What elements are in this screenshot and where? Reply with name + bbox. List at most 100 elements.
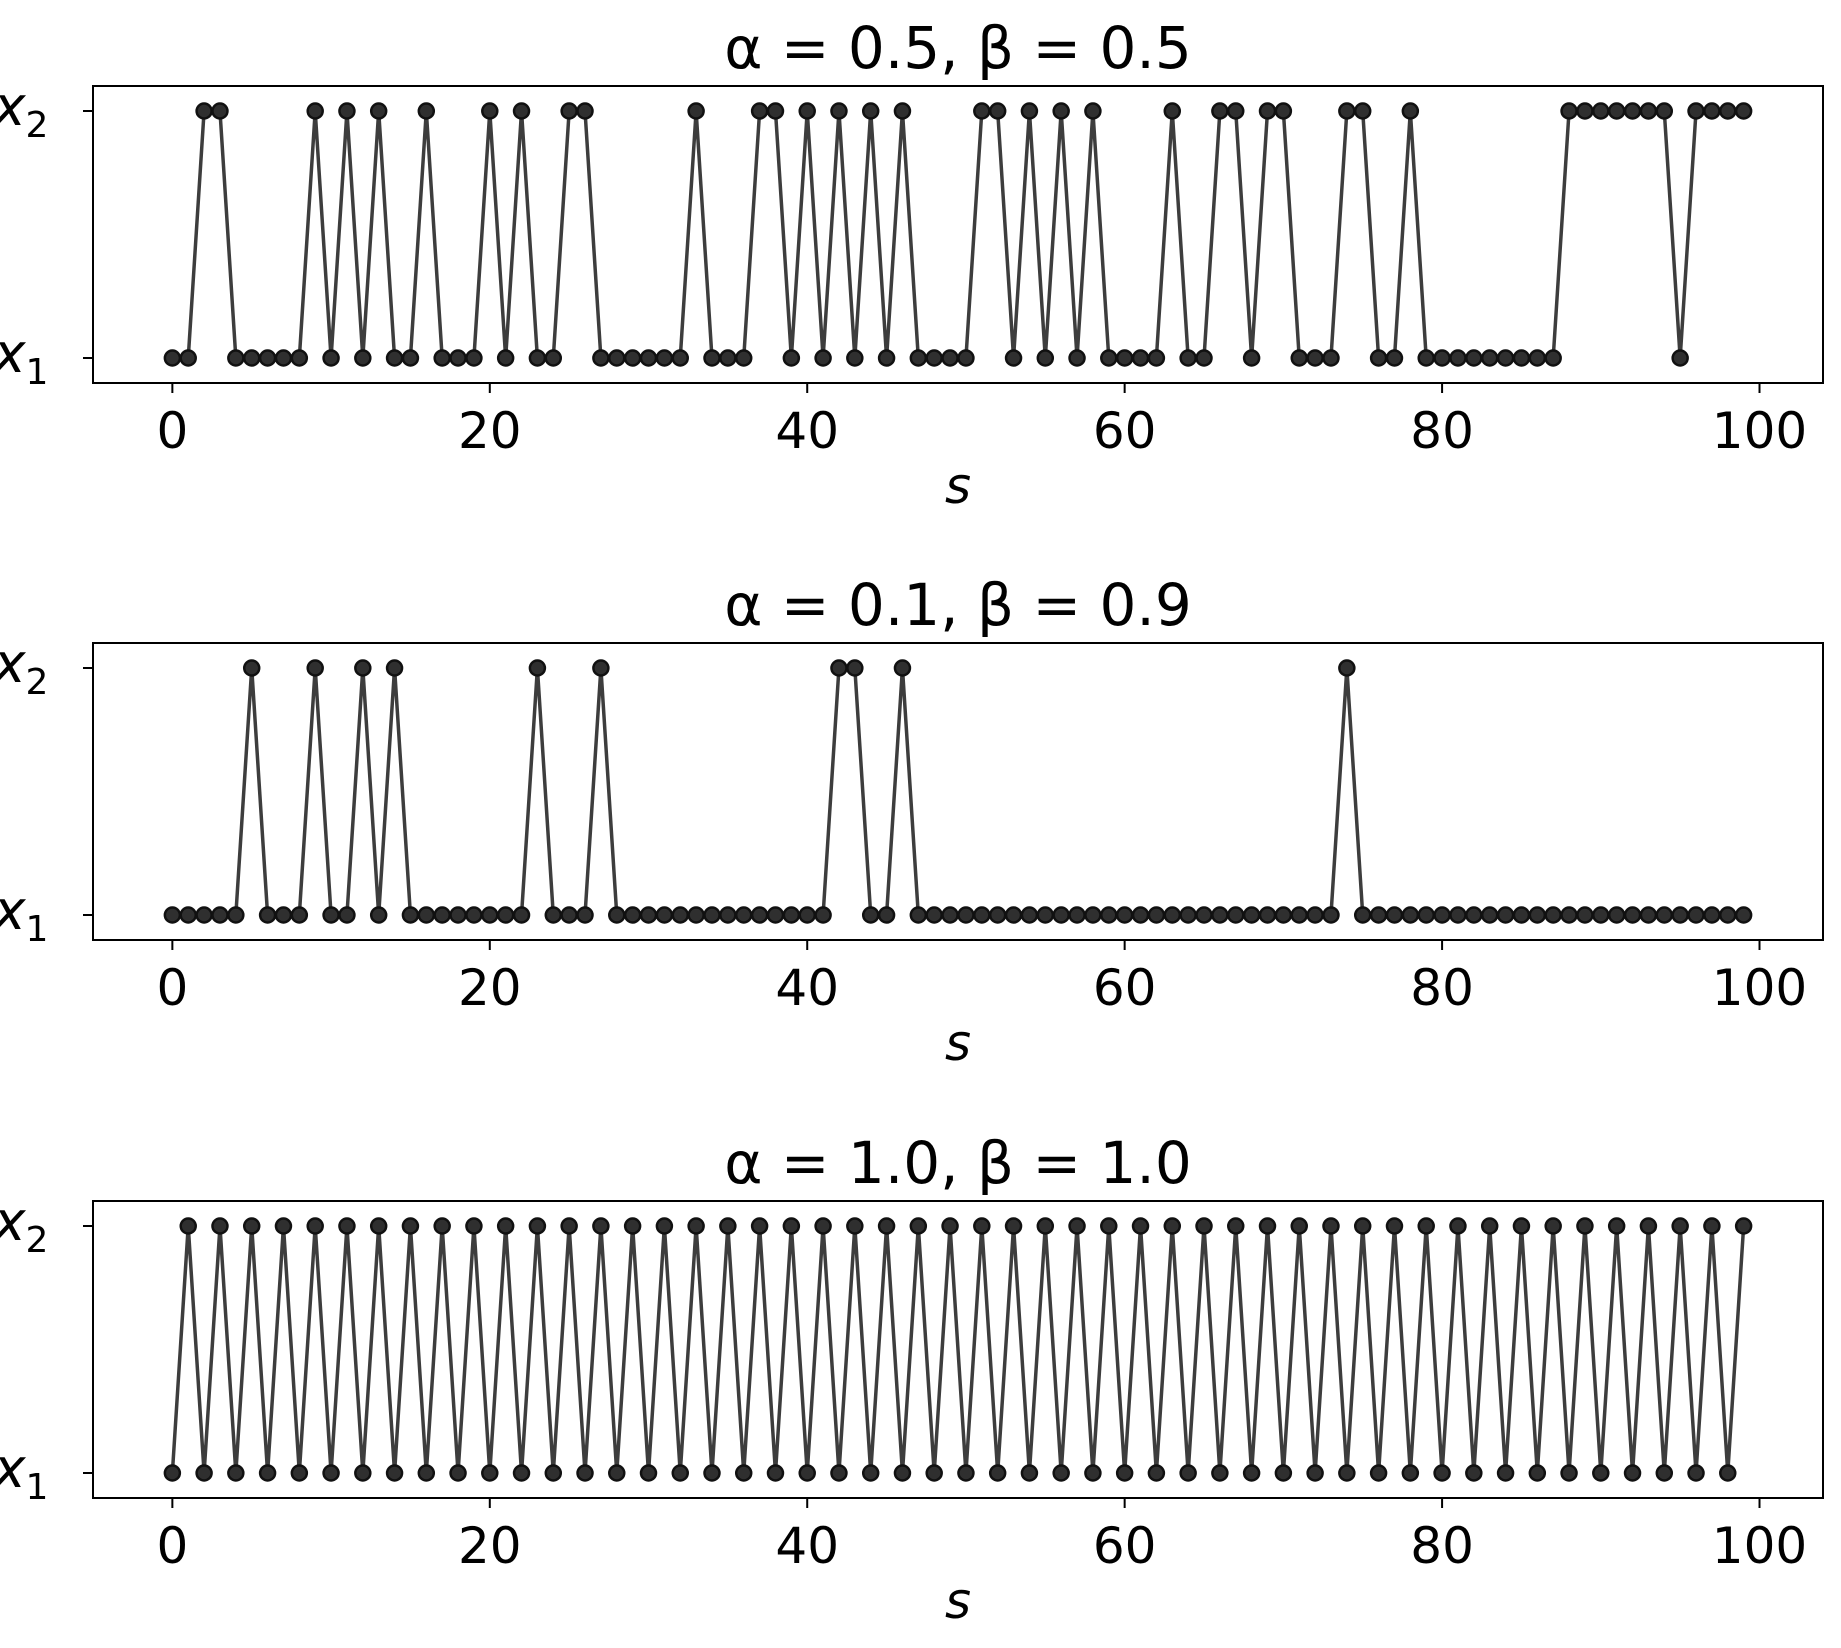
data-point bbox=[719, 906, 737, 924]
data-point bbox=[846, 659, 864, 677]
data-point bbox=[496, 1217, 515, 1235]
y-tick-label-base: x bbox=[0, 632, 27, 695]
data-point bbox=[1369, 1464, 1388, 1482]
data-point bbox=[306, 659, 324, 677]
data-point bbox=[449, 1464, 467, 1482]
data-point bbox=[1719, 906, 1737, 924]
data-point bbox=[1322, 349, 1340, 367]
data-point bbox=[576, 906, 594, 924]
chart-title: α = 0.5, β = 0.5 bbox=[724, 14, 1192, 82]
data-point bbox=[1560, 906, 1578, 924]
data-point bbox=[734, 906, 753, 924]
data-point bbox=[655, 349, 674, 367]
data-point bbox=[1512, 1217, 1531, 1235]
data-point bbox=[1592, 1464, 1610, 1482]
x-tick-label: 60 bbox=[1093, 1517, 1157, 1575]
data-point bbox=[1465, 1464, 1483, 1482]
data-point bbox=[814, 906, 832, 924]
data-point bbox=[1655, 1464, 1674, 1482]
y-tick-label-base: x bbox=[0, 1437, 27, 1500]
data-point bbox=[846, 349, 864, 367]
x-tick-label: 80 bbox=[1410, 1517, 1474, 1575]
x-tick-label: 60 bbox=[1093, 959, 1157, 1017]
data-point bbox=[1655, 906, 1674, 924]
data-point bbox=[1687, 906, 1705, 924]
data-point bbox=[973, 1217, 991, 1235]
data-point bbox=[766, 102, 785, 120]
data-point bbox=[1084, 102, 1102, 120]
data-point bbox=[1290, 349, 1308, 367]
data-point bbox=[1179, 1464, 1197, 1482]
data-point bbox=[354, 1464, 372, 1482]
data-point bbox=[1020, 102, 1039, 120]
data-point bbox=[1338, 659, 1356, 677]
data-point bbox=[242, 1217, 261, 1235]
data-point bbox=[941, 906, 959, 924]
data-point bbox=[1433, 349, 1451, 367]
data-point bbox=[274, 1217, 293, 1235]
data-point bbox=[1544, 349, 1562, 367]
data-point bbox=[1322, 906, 1340, 924]
data-point bbox=[1227, 906, 1245, 924]
data-point bbox=[211, 906, 229, 924]
data-point bbox=[1449, 906, 1467, 924]
data-point bbox=[750, 1217, 769, 1235]
x-tick-label: 60 bbox=[1093, 402, 1157, 460]
data-point bbox=[1195, 349, 1213, 367]
data-point bbox=[1528, 1464, 1547, 1482]
data-point bbox=[1274, 102, 1293, 120]
data-point bbox=[1211, 906, 1229, 924]
data-point bbox=[576, 1464, 594, 1482]
data-point bbox=[1480, 1217, 1499, 1235]
data-point bbox=[290, 349, 309, 367]
data-point bbox=[274, 906, 293, 924]
data-point bbox=[925, 1464, 943, 1482]
x-tick-label: 100 bbox=[1712, 1517, 1807, 1575]
data-point bbox=[973, 906, 991, 924]
data-point bbox=[782, 349, 801, 367]
data-point bbox=[401, 349, 420, 367]
data-point bbox=[1576, 1217, 1594, 1235]
x-tick-label: 0 bbox=[156, 402, 188, 460]
data-point bbox=[877, 906, 896, 924]
data-point bbox=[1211, 1464, 1229, 1482]
chart-panel-3: α = 1.0, β = 1.0020406080100x1x2s bbox=[0, 1129, 1824, 1630]
data-point bbox=[703, 906, 721, 924]
data-point bbox=[877, 349, 896, 367]
data-point bbox=[1131, 906, 1150, 924]
data-point bbox=[1147, 906, 1166, 924]
data-point bbox=[1179, 906, 1197, 924]
data-point bbox=[1465, 349, 1483, 367]
data-point bbox=[750, 906, 769, 924]
data-point bbox=[417, 906, 436, 924]
data-point bbox=[433, 1217, 451, 1235]
data-point bbox=[1528, 349, 1547, 367]
data-point bbox=[417, 102, 436, 120]
data-point bbox=[1671, 1217, 1689, 1235]
chart-panel-2: α = 0.1, β = 0.9020406080100x1x2s bbox=[0, 571, 1824, 1072]
data-point bbox=[1036, 349, 1055, 367]
data-point bbox=[1528, 906, 1547, 924]
plot-frame bbox=[92, 642, 1824, 941]
data-point bbox=[1719, 1464, 1737, 1482]
y-tick-label: x1 bbox=[0, 879, 48, 950]
data-point bbox=[1703, 102, 1721, 120]
x-tick-label: 40 bbox=[775, 959, 839, 1017]
data-point bbox=[1417, 1217, 1435, 1235]
data-point bbox=[1100, 1217, 1118, 1235]
data-point bbox=[909, 349, 928, 367]
data-point bbox=[1322, 1217, 1340, 1235]
data-point bbox=[1719, 102, 1737, 120]
y-tick-label: x2 bbox=[0, 75, 48, 146]
data-point bbox=[623, 1217, 642, 1235]
data-point bbox=[1100, 349, 1118, 367]
data-point bbox=[655, 1217, 674, 1235]
data-point bbox=[481, 1464, 499, 1482]
data-point bbox=[830, 102, 848, 120]
data-point bbox=[592, 1217, 610, 1235]
data-point bbox=[242, 349, 261, 367]
chart-title: α = 1.0, β = 1.0 bbox=[724, 1129, 1192, 1197]
data-point bbox=[814, 349, 832, 367]
data-point bbox=[211, 1217, 229, 1235]
data-point bbox=[861, 906, 880, 924]
